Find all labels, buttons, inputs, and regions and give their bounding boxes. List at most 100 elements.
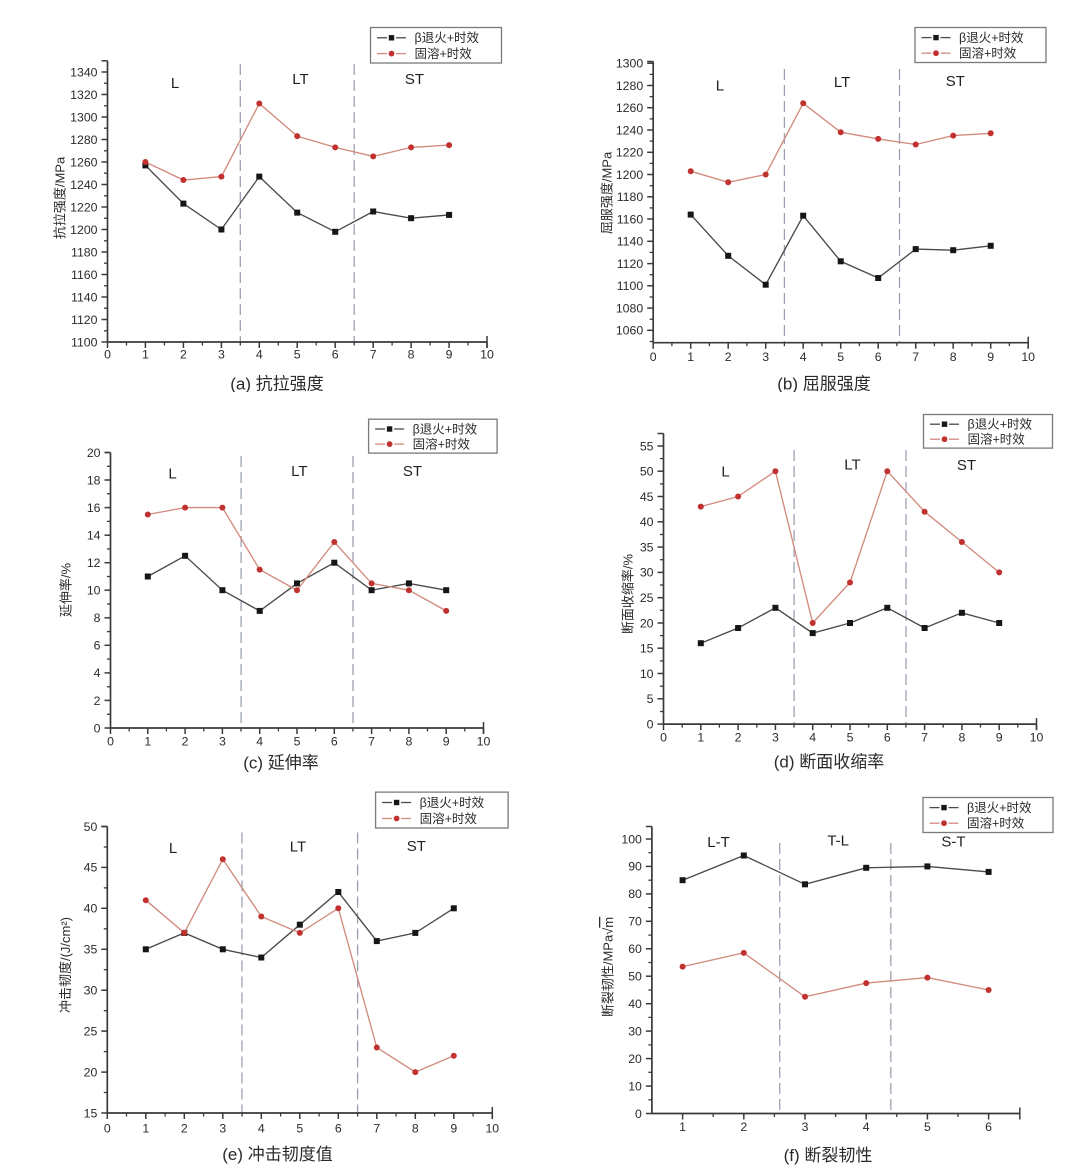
svg-text:(c) 延伸率: (c) 延伸率 <box>243 754 319 773</box>
svg-text:2: 2 <box>180 348 187 362</box>
svg-text:45: 45 <box>640 490 654 504</box>
svg-text:2: 2 <box>182 735 189 749</box>
svg-text:25: 25 <box>84 1024 98 1038</box>
svg-text:6: 6 <box>94 639 101 653</box>
svg-text:3: 3 <box>802 1120 809 1134</box>
svg-text:ST: ST <box>403 463 422 480</box>
svg-text:4: 4 <box>809 731 816 745</box>
svg-text:35: 35 <box>84 943 98 957</box>
svg-text:S-T: S-T <box>941 834 965 851</box>
svg-text:2: 2 <box>735 731 742 745</box>
svg-text:2: 2 <box>740 1120 747 1134</box>
svg-text:7: 7 <box>370 348 377 362</box>
svg-text:5: 5 <box>294 735 301 749</box>
svg-text:固溶+时效: 固溶+时效 <box>420 811 478 826</box>
svg-text:(d) 断面收缩率: (d) 断面收缩率 <box>774 753 885 772</box>
svg-text:40: 40 <box>640 515 654 529</box>
svg-text:1200: 1200 <box>616 168 644 182</box>
svg-text:25: 25 <box>640 591 654 605</box>
svg-text:固溶+时效: 固溶+时效 <box>413 437 471 452</box>
svg-text:β退火+时效: β退火+时效 <box>968 417 1033 432</box>
svg-text:30: 30 <box>84 984 98 998</box>
svg-text:1300: 1300 <box>70 110 98 124</box>
svg-text:5: 5 <box>294 348 301 362</box>
svg-text:3: 3 <box>219 735 226 749</box>
svg-text:7: 7 <box>921 731 928 745</box>
svg-text:LT: LT <box>834 74 850 91</box>
svg-text:1: 1 <box>144 735 151 749</box>
svg-text:1240: 1240 <box>616 123 644 137</box>
svg-text:6: 6 <box>884 731 891 745</box>
svg-text:10: 10 <box>1021 350 1035 364</box>
svg-text:5: 5 <box>837 350 844 364</box>
svg-text:70: 70 <box>628 915 642 929</box>
svg-text:1220: 1220 <box>70 200 98 214</box>
svg-text:LT: LT <box>292 71 308 88</box>
svg-text:β退火+时效: β退火+时效 <box>959 30 1024 45</box>
svg-text:14: 14 <box>87 529 101 543</box>
svg-text:6: 6 <box>985 1120 992 1134</box>
svg-text:β退火+时效: β退火+时效 <box>413 421 478 436</box>
svg-text:L: L <box>169 840 177 857</box>
svg-text:5: 5 <box>647 692 654 706</box>
svg-text:1140: 1140 <box>617 235 644 249</box>
svg-text:固溶+时效: 固溶+时效 <box>967 816 1025 831</box>
svg-text:2: 2 <box>94 694 101 708</box>
svg-text:1080: 1080 <box>616 301 644 315</box>
svg-text:55: 55 <box>640 439 654 453</box>
svg-text:固溶+时效: 固溶+时效 <box>959 46 1017 61</box>
svg-text:固溶+时效: 固溶+时效 <box>968 432 1026 447</box>
svg-text:断裂韧性/MPa√m: 断裂韧性/MPa√m <box>601 917 616 1017</box>
svg-text:9: 9 <box>443 735 450 749</box>
svg-text:T-L: T-L <box>827 832 849 849</box>
svg-text:ST: ST <box>946 73 965 90</box>
svg-text:1140: 1140 <box>71 290 98 304</box>
svg-text:10: 10 <box>1030 731 1044 745</box>
svg-text:L-T: L-T <box>707 834 730 851</box>
svg-text:延伸率/%: 延伸率/% <box>59 562 74 617</box>
svg-text:(e) 冲击韧度值: (e) 冲击韧度值 <box>222 1145 333 1164</box>
svg-text:8: 8 <box>405 735 412 749</box>
svg-text:20: 20 <box>84 1065 98 1079</box>
svg-text:30: 30 <box>628 1024 642 1038</box>
svg-text:0: 0 <box>647 717 654 731</box>
svg-text:断面收缩率/%: 断面收缩率/% <box>621 553 636 634</box>
svg-text:90: 90 <box>628 860 642 874</box>
svg-text:3: 3 <box>219 1121 226 1135</box>
svg-text:9: 9 <box>450 1121 457 1135</box>
svg-text:1260: 1260 <box>616 101 644 115</box>
svg-text:3: 3 <box>762 350 769 364</box>
svg-text:1300: 1300 <box>616 57 644 71</box>
svg-text:1200: 1200 <box>70 223 98 237</box>
svg-text:5: 5 <box>924 1120 931 1134</box>
svg-text:15: 15 <box>84 1106 98 1120</box>
svg-text:1220: 1220 <box>616 146 644 160</box>
svg-text:1120: 1120 <box>71 313 98 327</box>
svg-text:4: 4 <box>94 666 101 680</box>
svg-text:1160: 1160 <box>617 212 644 226</box>
svg-text:抗拉强度/MPa: 抗拉强度/MPa <box>53 156 68 239</box>
svg-text:2: 2 <box>725 350 732 364</box>
svg-text:8: 8 <box>408 348 415 362</box>
svg-text:7: 7 <box>368 735 375 749</box>
svg-text:β退火+时效: β退火+时效 <box>415 30 480 45</box>
svg-text:60: 60 <box>628 942 642 956</box>
svg-text:20: 20 <box>87 446 101 460</box>
svg-text:ST: ST <box>405 71 424 88</box>
svg-text:LT: LT <box>844 457 860 474</box>
svg-text:10: 10 <box>87 584 101 598</box>
svg-text:1320: 1320 <box>70 88 98 102</box>
svg-text:50: 50 <box>640 465 654 479</box>
svg-text:1120: 1120 <box>617 257 644 271</box>
svg-text:0: 0 <box>107 735 114 749</box>
svg-text:(f) 断裂韧性: (f) 断裂韧性 <box>784 1146 873 1165</box>
svg-text:50: 50 <box>628 970 642 984</box>
svg-text:1: 1 <box>142 1121 149 1135</box>
svg-text:10: 10 <box>480 348 494 362</box>
svg-text:ST: ST <box>957 457 976 474</box>
svg-text:8: 8 <box>412 1121 419 1135</box>
svg-text:10: 10 <box>477 735 491 749</box>
svg-text:L: L <box>168 466 176 483</box>
svg-text:45: 45 <box>84 861 98 875</box>
svg-text:屈服强度/MPa: 屈服强度/MPa <box>600 151 615 234</box>
